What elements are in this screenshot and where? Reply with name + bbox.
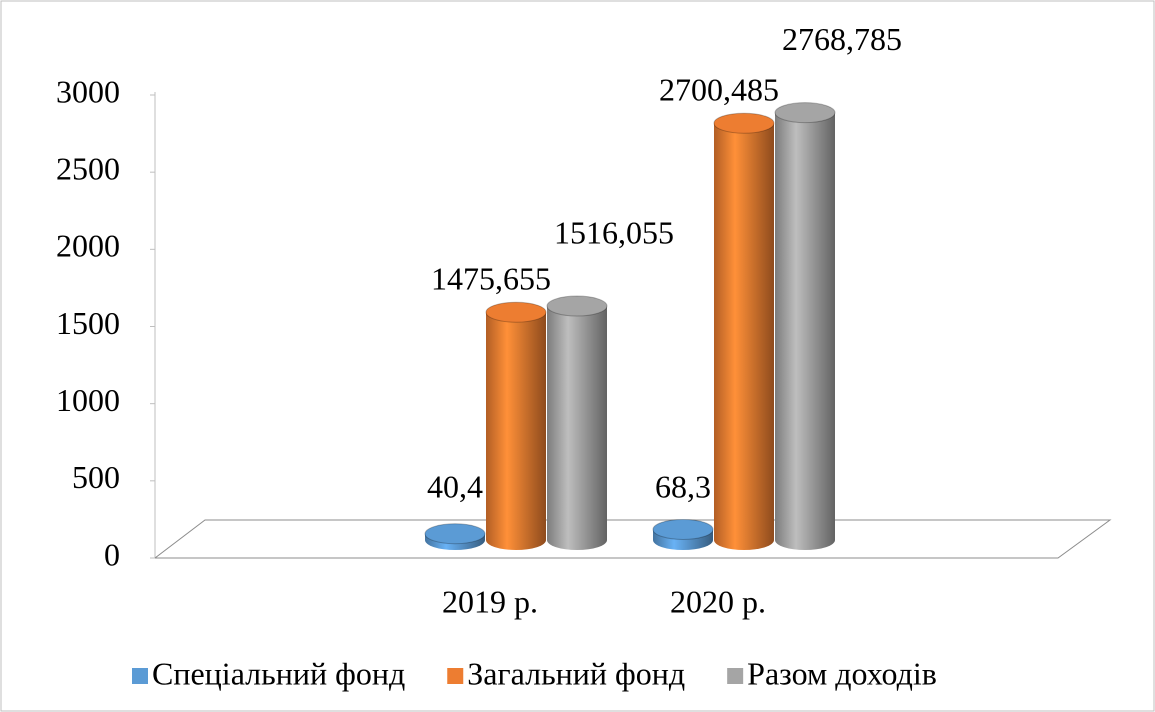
data-label: 1475,655 bbox=[431, 261, 551, 297]
y-tick-label: 2500 bbox=[56, 151, 120, 187]
y-tick-label: 500 bbox=[72, 459, 120, 495]
x-tick-label: 2020 р. bbox=[670, 583, 766, 619]
y-tick-label: 2000 bbox=[56, 228, 120, 264]
legend-label: Спеціальний фонд bbox=[152, 655, 405, 691]
x-tick-label: 2019 р. bbox=[442, 583, 538, 619]
bar-top bbox=[485, 301, 547, 323]
y-tick-label: 3000 bbox=[56, 73, 120, 109]
bar-top bbox=[652, 518, 714, 540]
floor bbox=[153, 519, 1112, 559]
bar-top bbox=[774, 102, 836, 124]
bar-top bbox=[424, 523, 486, 545]
bar-body bbox=[775, 112, 835, 551]
bar-top bbox=[713, 112, 775, 134]
y-tick-label: 1500 bbox=[56, 305, 120, 341]
legend-swatch bbox=[447, 668, 464, 684]
legend-label: Загальний фонд bbox=[467, 655, 685, 691]
bar-body bbox=[486, 312, 546, 550]
legend-swatch bbox=[132, 668, 148, 684]
bar-top bbox=[546, 295, 608, 317]
legend-swatch bbox=[727, 668, 744, 684]
data-label: 2768,785 bbox=[782, 21, 902, 57]
data-label: 1516,055 bbox=[554, 214, 674, 250]
bar-body bbox=[714, 123, 774, 550]
legend-label: Разом доходів bbox=[747, 655, 937, 691]
bar-body bbox=[547, 306, 607, 550]
y-tick-label: 0 bbox=[104, 536, 120, 572]
data-label: 2700,485 bbox=[659, 72, 779, 108]
data-label: 40,4 bbox=[427, 468, 483, 504]
data-label: 68,3 bbox=[655, 468, 711, 504]
y-tick-label: 1000 bbox=[56, 382, 120, 418]
